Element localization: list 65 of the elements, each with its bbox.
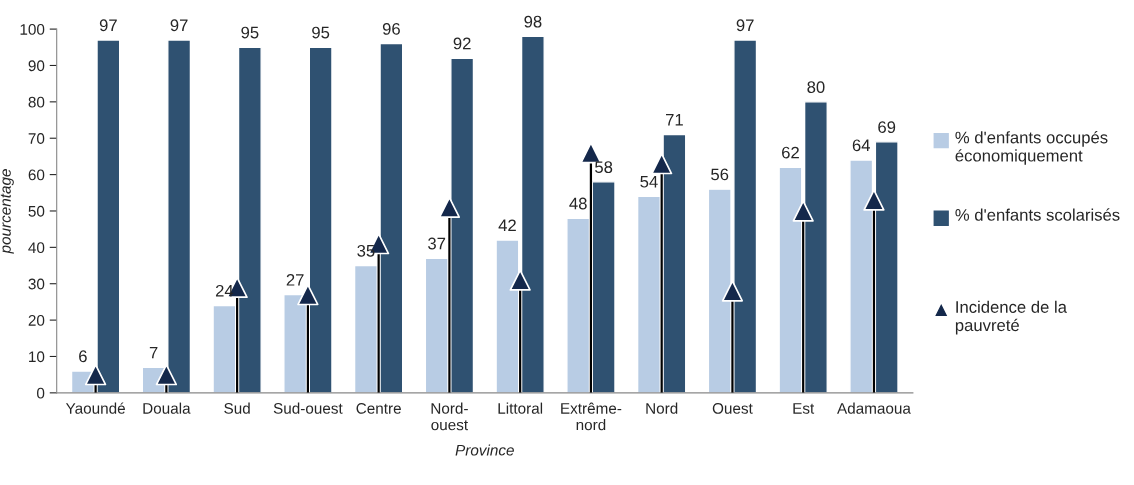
y-tick-label: 10: [29, 351, 45, 363]
y-tick-label: 70: [28, 133, 45, 144]
y-tick-label: 90: [28, 60, 45, 72]
legend-label: Incidence de la pauvreté: [955, 300, 1067, 335]
y-tick-label: 100: [20, 23, 45, 35]
y-tick-label: 30: [28, 278, 45, 290]
x-tick-label: Nord: [646, 402, 678, 414]
data-label: 6: [79, 350, 87, 363]
data-label: 27: [286, 273, 304, 286]
data-label: 95: [312, 26, 330, 39]
x-tick-label: Extrême- nord: [561, 402, 622, 431]
x-tick-label: Sud-ouest: [273, 402, 343, 414]
x-tick-label: Douala: [143, 402, 191, 414]
x-tick-label: Est: [793, 403, 815, 414]
x-axis-title: Province: [455, 444, 514, 456]
data-label: 37: [428, 237, 446, 250]
data-label: 69: [878, 121, 896, 134]
data-label: 58: [595, 161, 613, 174]
y-tick-label: 40: [28, 242, 45, 254]
bar: [566, 217, 591, 393]
point: [721, 280, 744, 302]
point: [863, 189, 885, 211]
point: [651, 153, 673, 175]
data-label: 64: [852, 139, 870, 152]
data-label: 7: [149, 346, 158, 359]
x-tick-label: Ouest: [712, 402, 753, 414]
y-tick-label: 80: [28, 96, 45, 108]
data-label: 35: [357, 244, 375, 257]
data-label: 97: [736, 19, 754, 32]
data-label: 71: [666, 114, 683, 126]
x-tick-label: Nord- ouest: [431, 402, 468, 431]
bar: [636, 195, 661, 393]
point: [84, 364, 107, 386]
point: [509, 269, 531, 291]
x-tick-label: Yaoundé: [65, 402, 125, 414]
legend-label: % d'enfants scolarisés: [955, 208, 1120, 221]
y-axis-title: pourcentage: [0, 169, 14, 254]
bar: [212, 304, 237, 393]
data-label: 80: [807, 81, 825, 93]
data-label: 97: [170, 19, 188, 32]
data-label: 98: [524, 15, 542, 28]
x-tick-label: Adamaoua: [837, 402, 911, 414]
point: [155, 364, 178, 386]
point: [792, 200, 814, 222]
point: [438, 196, 461, 218]
data-label: 92: [453, 37, 471, 50]
x-tick-label: Littoral: [498, 402, 543, 414]
data-label: 95: [241, 26, 259, 39]
data-label: 96: [382, 23, 400, 35]
bar: [353, 264, 378, 393]
x-tick-label: Sud: [224, 402, 250, 414]
bar: [424, 257, 449, 393]
data-label: 54: [640, 175, 658, 188]
data-label: 48: [569, 197, 587, 210]
data-label: 56: [711, 168, 729, 181]
y-tick-label: 20: [28, 314, 45, 326]
legend-label: % d'enfants occupés économiquement: [955, 130, 1108, 165]
y-tick-label: 60: [28, 169, 45, 181]
data-label: 97: [99, 19, 117, 32]
bar: [591, 181, 616, 393]
data-label: 42: [498, 219, 516, 232]
y-tick-label: 0: [37, 387, 45, 399]
x-tick-label: Centre: [356, 402, 401, 414]
data-label: 62: [782, 146, 799, 159]
y-tick-label: 50: [28, 205, 45, 217]
